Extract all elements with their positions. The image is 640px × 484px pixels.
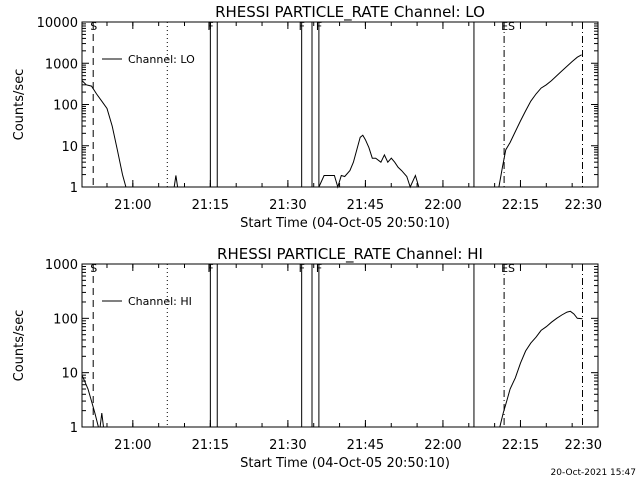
- series-line-segment: [173, 175, 179, 188]
- x-tick-label: 22:15: [502, 198, 539, 213]
- x-tick-label: 22:00: [424, 438, 461, 453]
- x-tick-label: 21:30: [269, 438, 306, 453]
- y-tick-label: 100: [53, 312, 78, 327]
- series-line-segment: [499, 310, 583, 428]
- y-tick-label: 1: [70, 421, 78, 436]
- event-marker-label: S: [90, 20, 97, 33]
- event-marker-label: F: [207, 262, 213, 275]
- x-tick-label: 22:00: [424, 198, 461, 213]
- chart-panel-1: RHESSI PARTICLE_RATE Channel: LO Start Ti…: [12, 3, 602, 231]
- chart-title: RHESSI PARTICLE_RATE Channel: LO: [215, 3, 485, 22]
- y-tick-label: 1000: [45, 57, 78, 72]
- x-tick-label: 22:30: [565, 438, 602, 453]
- event-marker-label: F: [316, 262, 322, 275]
- plot-frame: [81, 263, 599, 428]
- event-marker-label: F: [299, 20, 305, 33]
- series-line-segment: [81, 80, 136, 188]
- plot-frame: [81, 21, 599, 188]
- y-tick-label: 1000: [45, 258, 78, 273]
- chart-title: RHESSI PARTICLE_RATE Channel: HI: [217, 245, 483, 264]
- legend-label: Channel: HI: [128, 295, 192, 308]
- event-marker-label: F: [316, 20, 322, 33]
- y-axis-label: Counts/sec: [12, 69, 27, 141]
- event-marker-label: F: [299, 262, 305, 275]
- legend-label: Channel: LO: [128, 53, 195, 66]
- y-tick-label: 10: [61, 140, 78, 155]
- x-axis-label: Start Time (04-Oct-05 20:50:10): [240, 456, 450, 471]
- series-line-segment: [498, 54, 582, 188]
- event-marker-label: ES: [501, 262, 515, 275]
- x-tick-label: 21:15: [192, 438, 229, 453]
- event-marker-label: S: [90, 262, 97, 275]
- y-tick-label: 1: [70, 181, 78, 196]
- event-marker-label: F: [207, 20, 213, 33]
- x-tick-label: 21:45: [347, 198, 384, 213]
- chart-panel-2: RHESSI PARTICLE_RATE Channel: HI Start Ti…: [12, 245, 602, 471]
- series-line-segment: [318, 134, 420, 189]
- y-tick-label: 10000: [37, 16, 78, 31]
- series-line-segment: [81, 374, 99, 428]
- x-axis-label: Start Time (04-Oct-05 20:50:10): [240, 216, 450, 231]
- x-tick-label: 21:15: [192, 198, 229, 213]
- x-tick-label: 22:30: [565, 198, 602, 213]
- x-tick-label: 21:45: [347, 438, 384, 453]
- event-marker-label: ES: [501, 20, 515, 33]
- y-axis-label: Counts/sec: [12, 310, 27, 382]
- x-tick-label: 21:00: [114, 198, 151, 213]
- x-tick-label: 22:15: [502, 438, 539, 453]
- x-tick-label: 21:30: [269, 198, 306, 213]
- x-tick-label: 21:00: [114, 438, 151, 453]
- series-line-segment: [99, 413, 104, 428]
- plot-timestamp: 20-Oct-2021 15:47: [550, 468, 636, 478]
- y-tick-label: 10: [61, 367, 78, 382]
- y-tick-label: 100: [53, 99, 78, 114]
